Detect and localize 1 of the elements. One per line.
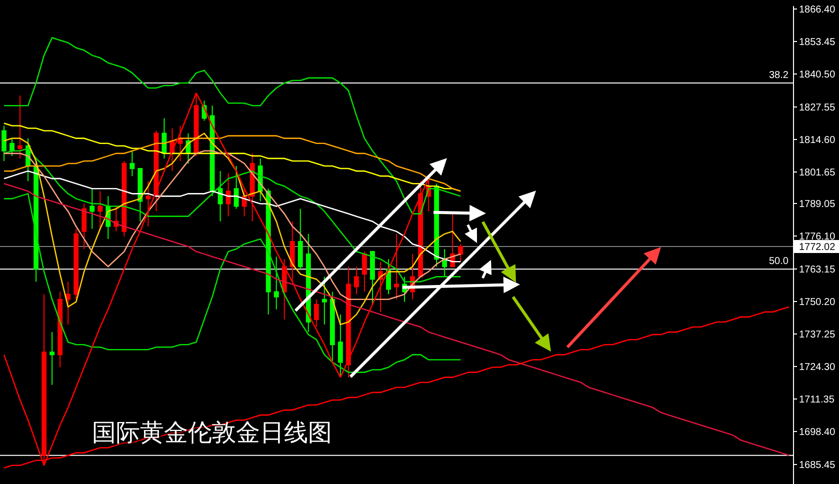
y-tick-label: 1685.45: [799, 460, 836, 471]
